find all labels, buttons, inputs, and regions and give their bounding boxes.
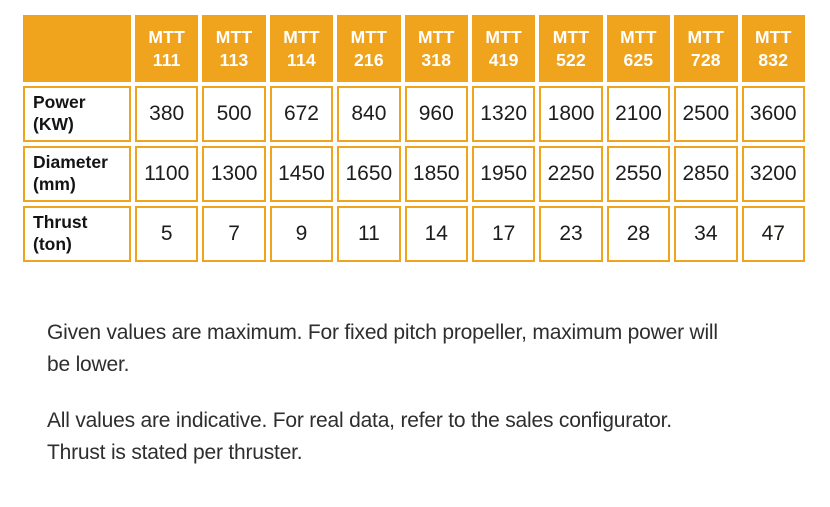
cell-value: 28 <box>606 206 671 262</box>
cell-value: 11 <box>337 206 401 262</box>
row-header-power: Power (KW) <box>23 86 131 142</box>
note-line: Given values are maximum. For fixed pitc… <box>47 321 718 344</box>
column-header-mtt-216: MTT 216 <box>337 15 401 82</box>
column-model-label: 728 <box>690 49 721 70</box>
column-series-label: MTT <box>485 26 522 47</box>
column-model-label: 419 <box>488 49 519 70</box>
column-model-label: 522 <box>556 49 586 70</box>
column-model-label: 318 <box>421 49 452 70</box>
thruster-spec-table: MTT 111 MTT 113 MTT 114 MTT 216 MTT 31 <box>19 11 809 266</box>
cell-value: 2550 <box>606 146 671 202</box>
cell-value: 5 <box>135 206 199 262</box>
cell-value: 840 <box>337 86 401 142</box>
column-model-label: 113 <box>219 49 249 70</box>
cell-value: 1320 <box>471 86 536 142</box>
note-line: Thrust is stated per thruster. <box>47 440 303 464</box>
row-header-thrust: Thrust (ton) <box>23 206 131 262</box>
row-unit: (mm) <box>33 174 76 194</box>
column-header-mtt-419: MTT 419 <box>471 15 536 82</box>
column-header-mtt-625: MTT 625 <box>606 15 671 82</box>
table-row-thrust: Thrust (ton) 5 7 9 11 14 17 23 28 34 47 <box>23 206 805 262</box>
column-header-mtt-113: MTT 113 <box>202 15 266 82</box>
cell-value: 23 <box>539 206 603 262</box>
row-header-diameter: Diameter (mm) <box>23 146 131 202</box>
cell-value: 3200 <box>741 146 805 202</box>
column-model-label: 625 <box>623 49 654 70</box>
cell-value: 3600 <box>741 86 805 142</box>
column-series-label: MTT <box>552 26 590 47</box>
row-unit: (KW) <box>33 114 74 134</box>
note-line: All values are indicative. For real data… <box>47 409 672 432</box>
corner-cell <box>23 15 131 82</box>
column-series-label: MTT <box>283 26 320 47</box>
cell-value: 1950 <box>471 146 536 202</box>
cell-value: 1650 <box>337 146 401 202</box>
column-header-mtt-318: MTT 318 <box>404 15 468 82</box>
column-series-label: MTT <box>350 26 388 47</box>
column-series-label: MTT <box>754 26 792 47</box>
cell-value: 34 <box>674 206 738 262</box>
column-model-label: 216 <box>353 49 384 70</box>
cell-value: 2500 <box>674 86 738 142</box>
column-header-mtt-111: MTT 111 <box>135 15 199 82</box>
cell-value: 9 <box>269 206 334 262</box>
column-model-label: 111 <box>152 49 181 70</box>
cell-value: 2850 <box>674 146 738 202</box>
cell-value: 1450 <box>269 146 334 202</box>
cell-value: 7 <box>202 206 266 262</box>
column-header-mtt-114: MTT 114 <box>269 15 334 82</box>
column-header-mtt-832: MTT 832 <box>741 15 805 82</box>
row-unit: (ton) <box>33 234 72 254</box>
cell-value: 960 <box>404 86 468 142</box>
row-label: Diameter <box>33 152 108 173</box>
cell-value: 17 <box>471 206 536 262</box>
note-line: be lower. <box>47 352 130 376</box>
cell-value: 500 <box>202 86 266 142</box>
column-header-mtt-522: MTT 522 <box>539 15 603 82</box>
cell-value: 672 <box>269 86 334 142</box>
cell-value: 47 <box>741 206 805 262</box>
column-series-label: MTT <box>620 26 657 47</box>
column-series-label: MTT <box>687 26 725 47</box>
cell-value: 2250 <box>539 146 603 202</box>
cell-value: 1850 <box>404 146 468 202</box>
cell-value: 1800 <box>539 86 603 142</box>
column-header-mtt-728: MTT 728 <box>674 15 738 82</box>
note-indicative-values: All values are indicative. For real data… <box>47 405 777 468</box>
table-row-diameter: Diameter (mm) 1100 1300 1450 1650 1850 1… <box>23 146 805 202</box>
row-label: Thrust <box>33 212 88 233</box>
cell-value: 1300 <box>202 146 266 202</box>
column-series-label: MTT <box>417 26 455 47</box>
cell-value: 14 <box>404 206 468 262</box>
column-model-label: 114 <box>287 49 316 70</box>
table-row-power: Power (KW) 380 500 672 840 960 1320 1800… <box>23 86 805 142</box>
table-header-row: MTT 111 MTT 113 MTT 114 MTT 216 MTT 31 <box>23 15 805 82</box>
cell-value: 2100 <box>606 86 671 142</box>
cell-value: 380 <box>135 86 199 142</box>
column-model-label: 832 <box>758 49 789 70</box>
column-series-label: MTT <box>215 26 253 47</box>
row-label: Power <box>33 92 86 113</box>
cell-value: 1100 <box>135 146 199 202</box>
column-series-label: MTT <box>148 26 185 47</box>
note-fixed-pitch-propeller: Given values are maximum. For fixed pitc… <box>47 317 777 380</box>
